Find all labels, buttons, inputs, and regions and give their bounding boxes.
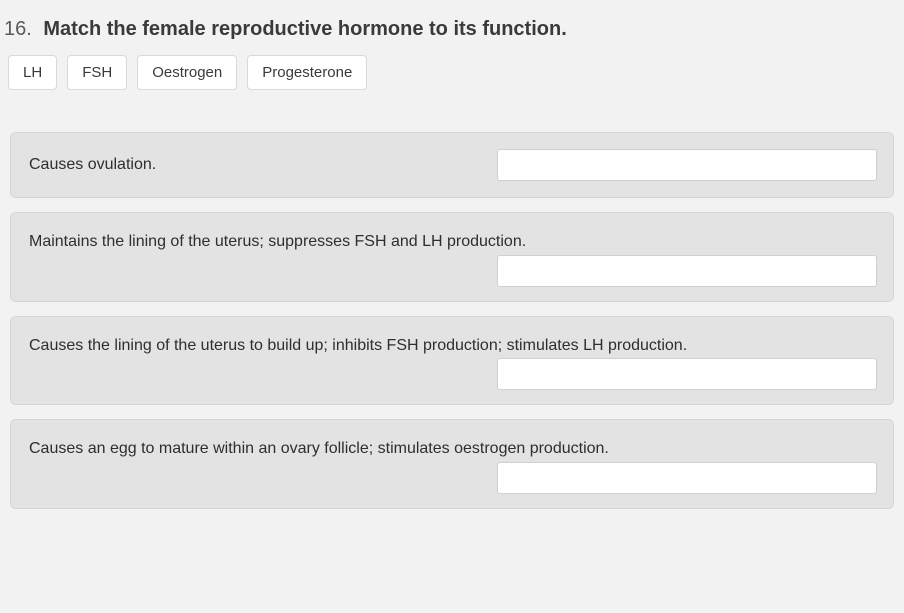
question-header: 16. Match the female reproductive hormon… [0, 0, 904, 55]
function-row-maintains-lining: Maintains the lining of the uterus; supp… [10, 212, 894, 302]
function-text: Causes ovulation. [29, 154, 156, 176]
dropzone-egg-mature[interactable] [497, 462, 877, 494]
dropzone-ovulation[interactable] [497, 149, 877, 181]
dropzone-maintains-lining[interactable] [497, 255, 877, 287]
dropzone-builds-lining[interactable] [497, 358, 877, 390]
function-text: Causes an egg to mature within an ovary … [29, 438, 877, 460]
hormone-chip-oestrogen[interactable]: Oestrogen [137, 55, 237, 90]
hormone-chip-fsh[interactable]: FSH [67, 55, 127, 90]
function-row-ovulation: Causes ovulation. [10, 132, 894, 198]
function-text: Causes the lining of the uterus to build… [29, 335, 877, 357]
hormone-chip-row: LH FSH Oestrogen Progesterone [0, 55, 904, 108]
function-text: Maintains the lining of the uterus; supp… [29, 231, 877, 253]
function-row-builds-lining: Causes the lining of the uterus to build… [10, 316, 894, 406]
question-text: Match the female reproductive hormone to… [43, 18, 566, 40]
function-row-egg-mature: Causes an egg to mature within an ovary … [10, 419, 894, 509]
question-number: 16. [4, 18, 32, 40]
function-target-list: Causes ovulation. Maintains the lining o… [0, 108, 904, 509]
hormone-chip-progesterone[interactable]: Progesterone [247, 55, 367, 90]
hormone-chip-lh[interactable]: LH [8, 55, 57, 90]
